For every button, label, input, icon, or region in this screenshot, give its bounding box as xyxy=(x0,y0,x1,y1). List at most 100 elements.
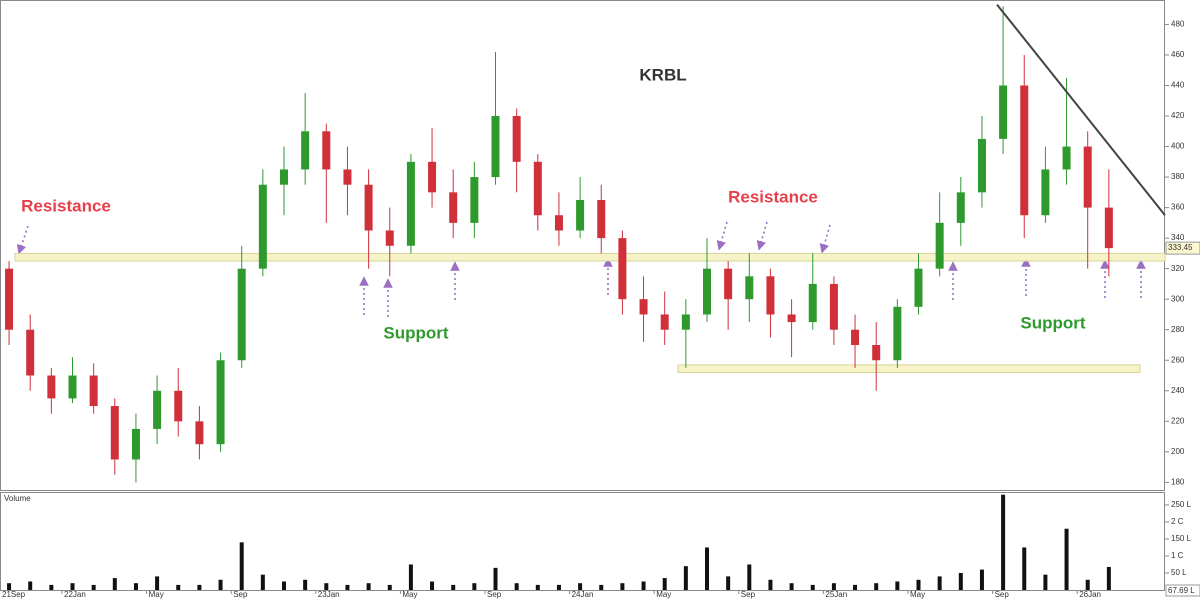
y-tick-label: 480 xyxy=(1171,20,1185,29)
trendline xyxy=(996,3,1166,216)
volume-bar xyxy=(895,581,900,590)
y-tick-label: 360 xyxy=(1171,203,1185,212)
candle-body xyxy=(766,276,775,315)
x-tick-label: 23Jan xyxy=(318,590,340,599)
volume-bar xyxy=(1085,579,1090,590)
candle-body xyxy=(1083,146,1092,208)
candle-body xyxy=(576,199,585,231)
candle-body xyxy=(787,314,796,323)
y-tick-label: 240 xyxy=(1171,386,1185,395)
annotation: Support xyxy=(1020,313,1085,332)
volume-bar xyxy=(408,564,413,590)
candle-body xyxy=(406,161,415,246)
last-price-box xyxy=(1165,241,1200,255)
volume-bar xyxy=(683,566,688,590)
volume-bar xyxy=(979,569,984,590)
candle-body xyxy=(26,329,35,376)
y-tick-label: 180 xyxy=(1171,477,1185,486)
volume-bar xyxy=(937,576,942,590)
y-tick-label: 1 C xyxy=(1171,551,1184,560)
candle-body xyxy=(470,177,479,223)
volume-frame xyxy=(0,492,1165,591)
x-tick-label: 24Jan xyxy=(572,590,594,599)
candle-body xyxy=(808,283,817,323)
volume-bar xyxy=(514,583,519,590)
volume-bar xyxy=(768,579,773,590)
x-tick-label: 26Jan xyxy=(1079,590,1101,599)
x-tick-label: Sep xyxy=(233,590,248,599)
volume-bar xyxy=(282,581,286,590)
volume-bar xyxy=(28,581,33,590)
y-tick-label: 220 xyxy=(1171,416,1185,425)
candle-body xyxy=(89,375,98,407)
candle-body xyxy=(491,116,500,178)
x-tick-label: 21Sep xyxy=(2,590,26,599)
y-tick-label: 320 xyxy=(1171,264,1185,273)
arrows xyxy=(16,221,1146,317)
candle-body xyxy=(1104,207,1113,249)
last-volume-label: 67.69 L xyxy=(1168,586,1195,595)
volume-bar xyxy=(324,583,329,590)
volume-bar xyxy=(578,583,583,590)
y-tick-label: 380 xyxy=(1171,172,1185,181)
candle-body xyxy=(5,268,14,330)
volume-bar xyxy=(7,583,12,590)
candle-body xyxy=(364,184,373,231)
volume-bar xyxy=(1022,547,1027,590)
y-tick-label: 50 L xyxy=(1171,568,1187,577)
volume-bar xyxy=(387,584,392,590)
y-tick-label: 2 C xyxy=(1171,517,1184,526)
candle-body xyxy=(449,192,458,223)
volume-bar xyxy=(874,583,879,590)
candle-body xyxy=(1041,169,1050,216)
volume-bar xyxy=(155,576,160,590)
volume-bar xyxy=(831,583,836,590)
candle-body xyxy=(829,283,838,330)
volume-bar xyxy=(705,547,709,590)
x-tick-label: 22Jan xyxy=(64,590,86,599)
candle-body xyxy=(639,299,648,315)
volume-bar xyxy=(958,572,963,590)
volume-bar xyxy=(218,579,223,590)
volume-bar xyxy=(641,581,646,590)
volume-bar xyxy=(49,584,54,590)
candle-body xyxy=(280,169,288,185)
volume-bar xyxy=(70,583,75,590)
candle-body xyxy=(872,344,881,361)
volume-bar xyxy=(1043,574,1048,590)
volume-bar xyxy=(916,579,921,590)
volume-bar xyxy=(1106,566,1111,590)
volume-bar xyxy=(91,584,96,590)
volume-bar xyxy=(599,584,604,590)
volume-bar xyxy=(556,584,561,590)
candle-body xyxy=(385,230,394,246)
candle-body xyxy=(1020,85,1029,216)
x-tick-label: Sep xyxy=(487,590,502,599)
volume-bar xyxy=(726,576,731,590)
y-tick-label: 280 xyxy=(1171,325,1185,334)
candle-body xyxy=(851,329,860,345)
volume-bar xyxy=(747,564,752,590)
volume-bar xyxy=(176,584,181,590)
candle-body xyxy=(131,428,140,460)
candle-body xyxy=(554,215,563,231)
candle-body xyxy=(597,199,606,239)
zone xyxy=(677,364,1141,373)
volume-bar xyxy=(366,583,371,590)
candle-body xyxy=(47,375,56,399)
candle-body xyxy=(977,138,986,193)
volume-title: Volume xyxy=(4,494,31,503)
y-tick-label: 250 L xyxy=(1171,500,1192,509)
candle-body xyxy=(343,169,352,185)
y-tick-label: 300 xyxy=(1171,294,1185,303)
annotation: Support xyxy=(383,323,448,342)
volume-bar xyxy=(430,581,435,590)
candle-body xyxy=(618,238,627,300)
candle-body xyxy=(428,161,437,193)
chart-title: KRBL xyxy=(639,65,686,84)
candle-body xyxy=(216,360,225,445)
candle-body xyxy=(660,314,669,330)
y-tick-label: 150 L xyxy=(1171,534,1192,543)
